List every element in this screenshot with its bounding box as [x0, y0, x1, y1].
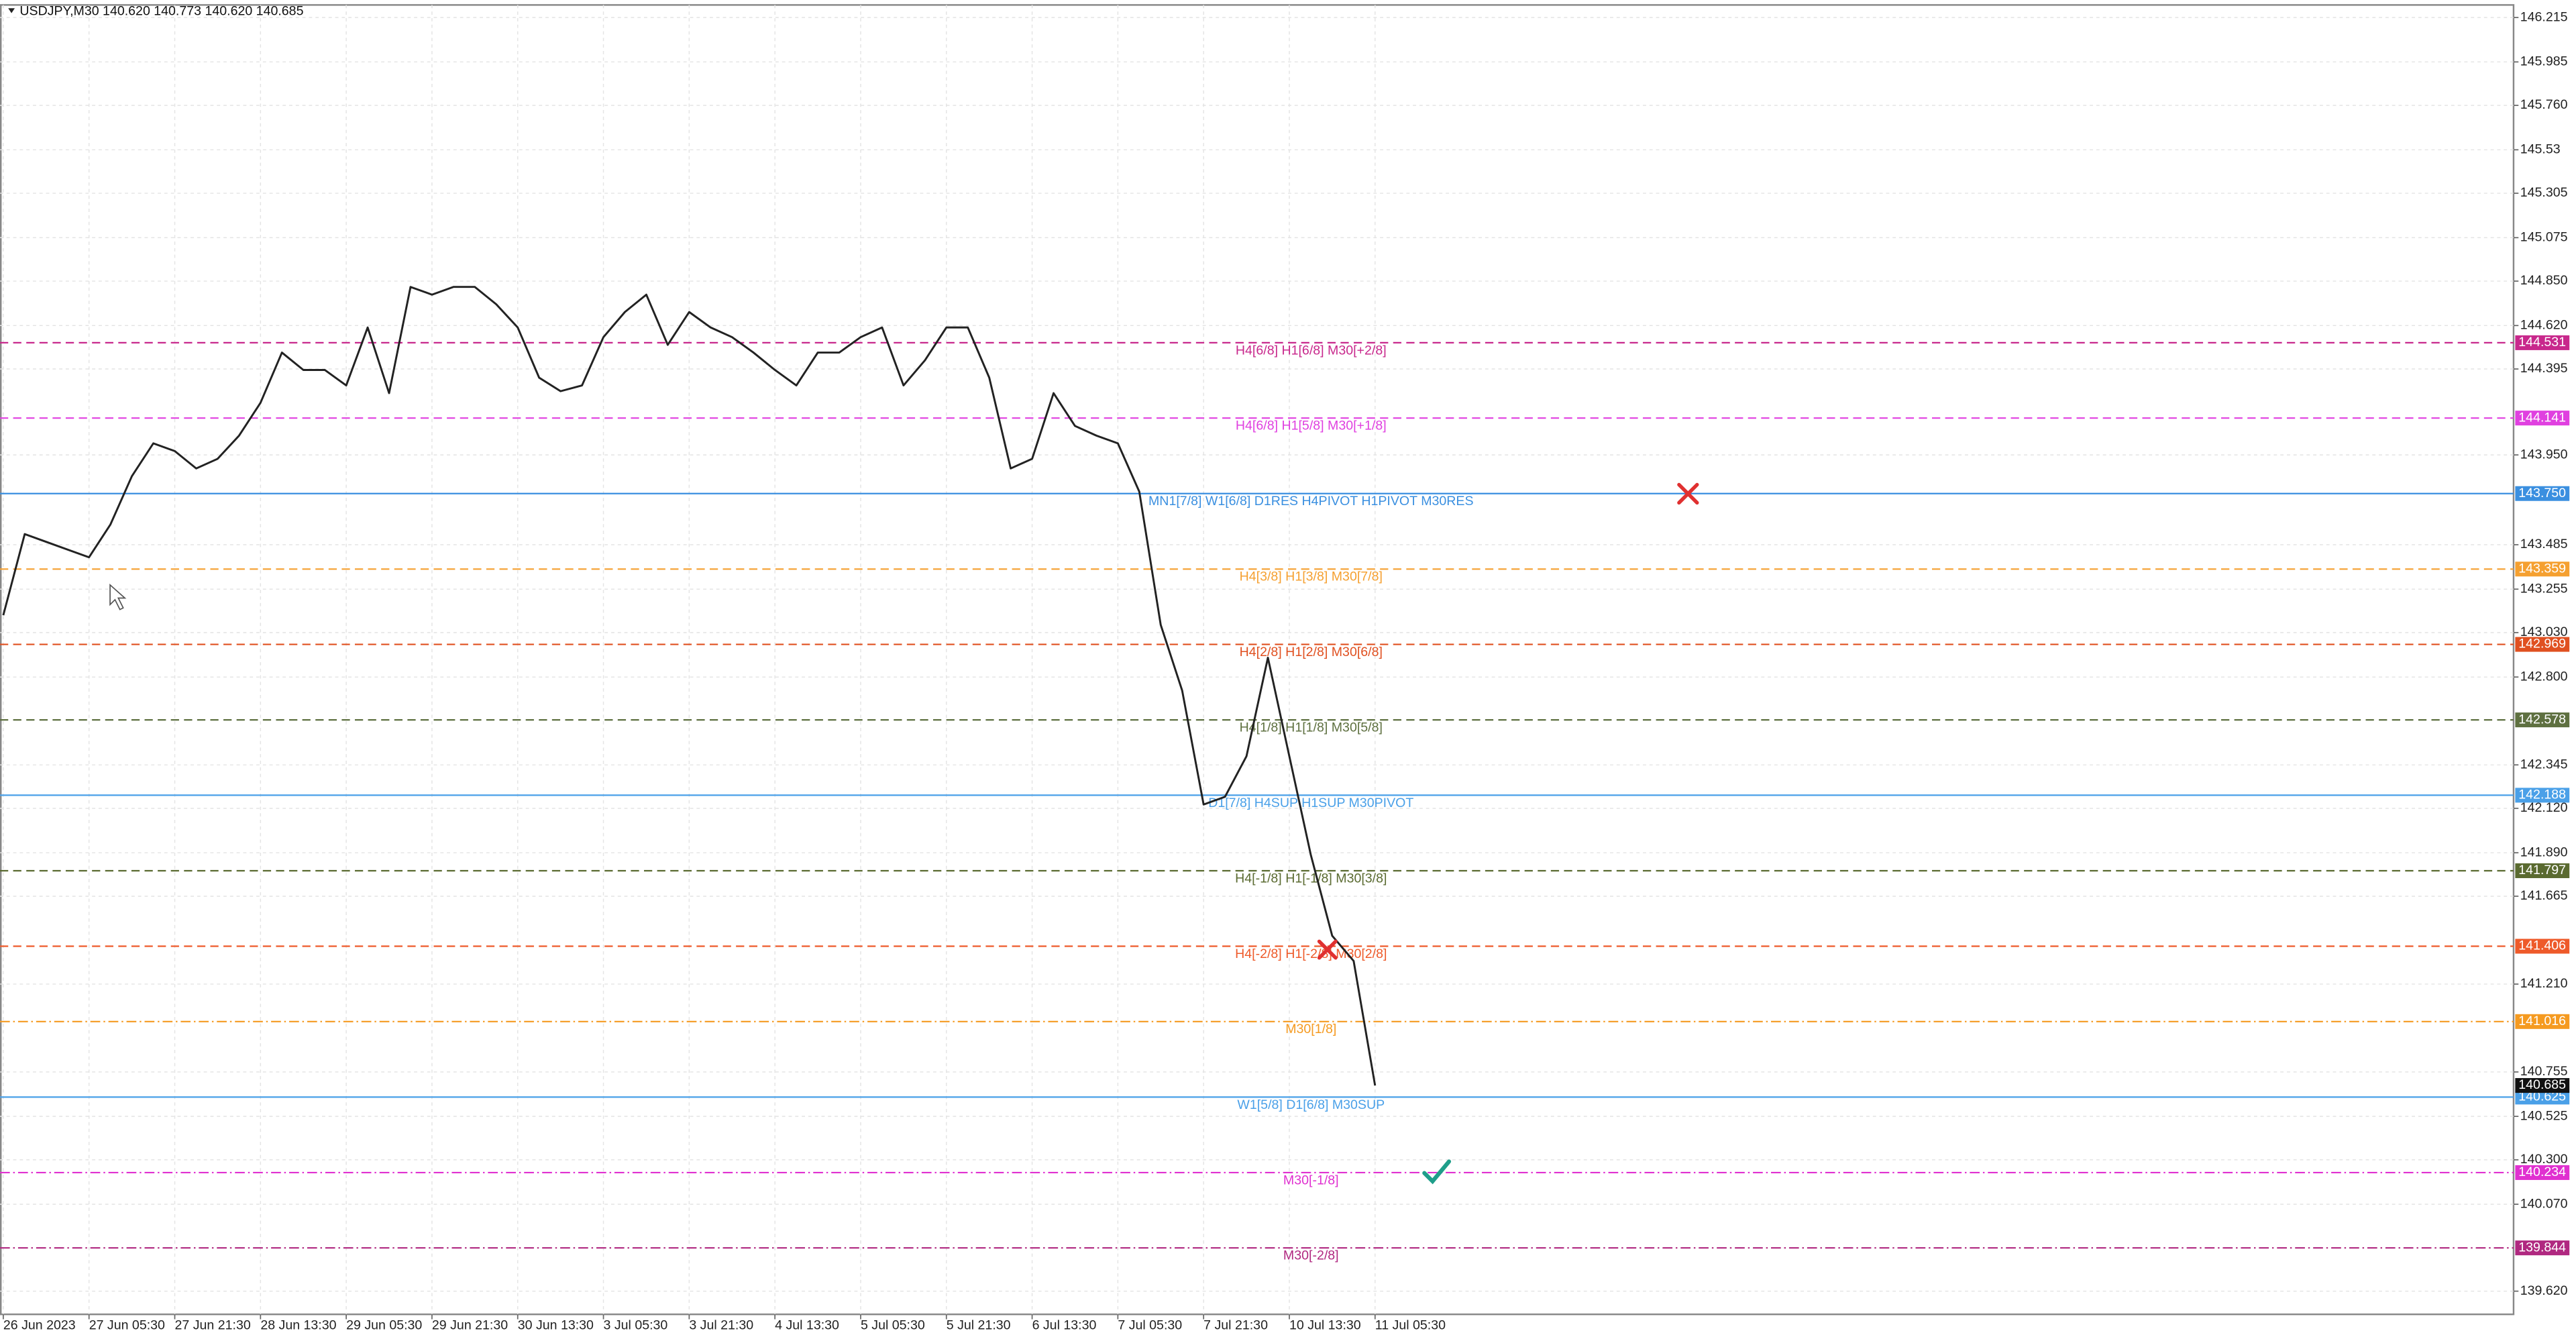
price-tag-label: 142.188	[2518, 788, 2566, 802]
x-tick-label: 6 Jul 13:30	[1032, 1318, 1097, 1333]
x-tick-label: 7 Jul 21:30	[1203, 1318, 1268, 1333]
y-tick-label: 143.255	[2520, 581, 2568, 596]
y-tick-label: 145.53	[2520, 142, 2561, 156]
price-tag	[2515, 939, 2570, 954]
level-label: H4[3/8] H1[3/8] M30[7/8]	[1240, 570, 1383, 584]
price-tag	[2515, 561, 2570, 577]
x-tick-label: 27 Jun 05:30	[89, 1318, 165, 1333]
y-tick-label: 142.120	[2520, 800, 2568, 815]
y-tick-label: 141.210	[2520, 976, 2568, 991]
y-tick-label: 140.755	[2520, 1064, 2568, 1079]
y-tick-label: 143.030	[2520, 625, 2568, 639]
price-tag-label: 141.016	[2518, 1014, 2566, 1028]
plot-frame	[0, 4, 2515, 1316]
price-tag	[2515, 863, 2570, 878]
y-tick-label: 146.215	[2520, 9, 2568, 24]
price-tag	[2515, 1240, 2570, 1256]
mouse-cursor	[109, 583, 127, 610]
level-label: MN1[7/8] W1[6/8] D1RES H4PIVOT H1PIVOT M…	[1148, 494, 1474, 508]
x-tick-label: 26 Jun 2023	[3, 1318, 76, 1333]
current-price-tag	[2515, 1078, 2570, 1093]
level-label: M30[1/8]	[1285, 1022, 1336, 1036]
level-label: H4[-1/8] H1[-1/8] M30[3/8]	[1235, 871, 1387, 886]
price-tag	[2515, 411, 2570, 426]
y-tick-label: 145.760	[2520, 97, 2568, 112]
y-tick-label: 142.800	[2520, 669, 2568, 684]
y-tick-label: 144.395	[2520, 361, 2568, 376]
y-tick-label: 143.950	[2520, 447, 2568, 462]
price-tag	[2515, 486, 2570, 501]
price-line	[2, 286, 1377, 1086]
x-tick-label: 10 Jul 13:30	[1289, 1318, 1361, 1333]
check-marker	[1422, 1159, 1452, 1185]
x-tick-label: 29 Jun 05:30	[346, 1318, 422, 1333]
axis: 146.215 145.985 145.760 145.53 145.305 145.07…	[3, 9, 2570, 1333]
level-label: H4[1/8] H1[1/8] M30[5/8]	[1240, 720, 1383, 735]
x-tick-label: 11 Jul 05:30	[1375, 1318, 1446, 1333]
price-tag-label: 141.797	[2518, 863, 2566, 877]
x-tick-label: 4 Jul 13:30	[775, 1318, 839, 1333]
menu-arrow[interactable]	[8, 8, 15, 13]
price-tag-label: 141.406	[2518, 939, 2566, 953]
chart-title: USDJPY,M30 140.620 140.773 140.620 140.6…	[19, 3, 303, 18]
y-tick-label: 145.075	[2520, 229, 2568, 244]
price-tag	[2515, 1165, 2570, 1180]
plot	[2, 286, 1377, 1086]
level-label: H4[6/8] H1[5/8] M30[+1/8]	[1236, 419, 1387, 433]
y-tick-label: 140.070	[2520, 1196, 2568, 1211]
y-tick-label: 141.890	[2520, 845, 2568, 859]
price-tag	[2515, 712, 2570, 728]
levels: H4[6/8] H1[6/8] M30[+2/8] H4[6/8] H1[5/8]…	[0, 341, 2514, 1263]
y-tick-label: 139.620	[2520, 1283, 2568, 1298]
y-tick-label: 143.485	[2520, 537, 2568, 551]
level-label: D1[7/8] H4SUP H1SUP M30PIVOT	[1208, 796, 1413, 810]
x-tick-label: 30 Jun 13:30	[518, 1318, 594, 1333]
price-tag	[2515, 637, 2570, 652]
price-tag-label: 144.531	[2518, 335, 2566, 350]
current-price-label: 140.685	[2518, 1077, 2566, 1092]
level-label: H4[2/8] H1[2/8] M30[6/8]	[1240, 645, 1383, 659]
grid	[0, 5, 2514, 1315]
y-tick-label: 142.345	[2520, 757, 2568, 771]
x-tick-label: 27 Jun 21:30	[175, 1318, 251, 1333]
level-label: H4[6/8] H1[6/8] M30[+2/8]	[1236, 343, 1387, 358]
price-tag	[2515, 1014, 2570, 1029]
price-tag-label: 143.750	[2518, 486, 2566, 500]
cross-marker	[1677, 482, 1699, 505]
x-tick-label: 5 Jul 05:30	[861, 1318, 925, 1333]
price-tag-label: 139.844	[2518, 1240, 2566, 1254]
price-tag	[2515, 788, 2570, 803]
price-tag-label: 142.578	[2518, 712, 2566, 727]
price-tag-label: 144.141	[2518, 410, 2566, 425]
x-tick-label: 3 Jul 21:30	[689, 1318, 753, 1333]
x-tick-label: 3 Jul 05:30	[604, 1318, 668, 1333]
y-tick-label: 140.525	[2520, 1108, 2568, 1123]
y-tick-label: 141.665	[2520, 888, 2568, 903]
level-label: M30[-1/8]	[1283, 1173, 1339, 1187]
level-label: H4[-2/8] H1[-2/8] M30[2/8]	[1235, 947, 1387, 961]
x-tick-label: 5 Jul 21:30	[947, 1318, 1011, 1333]
level-label: W1[5/8] D1[6/8] M30SUP	[1237, 1097, 1385, 1112]
y-tick-label: 145.985	[2520, 54, 2568, 68]
x-tick-label: 7 Jul 05:30	[1118, 1318, 1182, 1333]
y-tick-label: 145.305	[2520, 185, 2568, 200]
cross-marker	[1317, 939, 1338, 960]
price-tag-label: 143.359	[2518, 561, 2566, 576]
price-tag	[2515, 335, 2570, 350]
x-tick-label: 29 Jun 21:30	[432, 1318, 508, 1333]
y-tick-label: 144.620	[2520, 317, 2568, 332]
y-tick-label: 144.850	[2520, 273, 2568, 288]
price-tag-label: 140.234	[2518, 1165, 2566, 1179]
price-tag-label: 142.969	[2518, 637, 2566, 651]
level-label: M30[-2/8]	[1283, 1248, 1339, 1263]
price-tag	[2515, 1089, 2570, 1105]
y-tick-label: 140.300	[2520, 1152, 2568, 1167]
x-tick-label: 28 Jun 13:30	[260, 1318, 336, 1333]
